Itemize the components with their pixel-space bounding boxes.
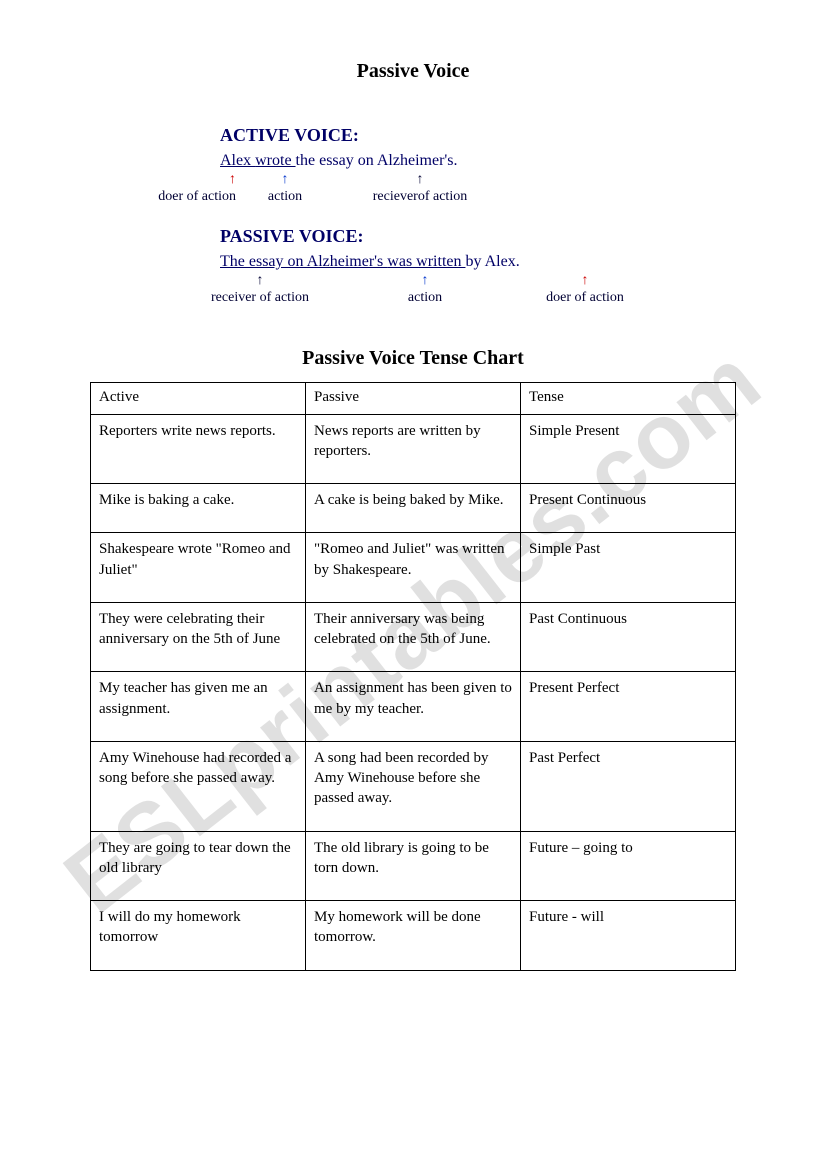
action-label: action <box>268 187 302 207</box>
receiver-label: receiver of action <box>211 288 309 308</box>
cell-tense: Future - will <box>521 901 736 971</box>
active-voice-sentence: Alex wrote the essay on Alzheimer's. <box>220 150 706 172</box>
chart-title: Passive Voice Tense Chart <box>90 347 736 370</box>
cell-tense: Present Continuous <box>521 484 736 533</box>
cell-active: Shakespeare wrote "Romeo and Juliet" <box>91 533 306 603</box>
active-verb: wrote <box>255 152 295 169</box>
cell-passive: The old library is going to be torn down… <box>306 831 521 901</box>
table-header-row: Active Passive Tense <box>91 383 736 414</box>
cell-active: Mike is baking a cake. <box>91 484 306 533</box>
cell-passive: An assignment has been given to me by my… <box>306 672 521 742</box>
active-arrows-row: ↑ doer of action ↑ action ↑ recieverof a… <box>120 175 706 207</box>
cell-passive: A cake is being baked by Mike. <box>306 484 521 533</box>
arrow-up-icon: ↑ <box>282 175 289 185</box>
cell-active: They were celebrating their anniversary … <box>91 602 306 672</box>
passive-voice-sentence: The essay on Alzheimer's was written by … <box>220 251 706 273</box>
passive-subject: The essay on Alzheimer's <box>220 253 387 270</box>
cell-passive: My homework will be done tomorrow. <box>306 901 521 971</box>
cell-tense: Simple Past <box>521 533 736 603</box>
arrow-up-icon: ↑ <box>229 175 236 185</box>
arrow-up-icon: ↑ <box>417 175 424 185</box>
cell-active: They are going to tear down the old libr… <box>91 831 306 901</box>
passive-agent: by Alex. <box>465 253 519 270</box>
doer-label: doer of action <box>546 288 624 308</box>
passive-arrows-row: ↑ receiver of action ↑ action ↑ doer of … <box>180 276 706 308</box>
col-header-passive: Passive <box>306 383 521 414</box>
cell-active: My teacher has given me an assignment. <box>91 672 306 742</box>
table-row: Reporters write news reports. News repor… <box>91 414 736 484</box>
cell-passive: "Romeo and Juliet" was written by Shakes… <box>306 533 521 603</box>
cell-tense: Simple Present <box>521 414 736 484</box>
cell-active: Amy Winehouse had recorded a song before… <box>91 741 306 831</box>
arrow-up-icon: ↑ <box>582 276 589 286</box>
table-row: I will do my homework tomorrow My homewo… <box>91 901 736 971</box>
action-label: action <box>408 288 442 308</box>
cell-tense: Future – going to <box>521 831 736 901</box>
passive-voice-heading: PASSIVE VOICE: <box>220 224 706 249</box>
cell-active: Reporters write news reports. <box>91 414 306 484</box>
cell-tense: Past Continuous <box>521 602 736 672</box>
table-row: Shakespeare wrote "Romeo and Juliet" "Ro… <box>91 533 736 603</box>
arrow-up-icon: ↑ <box>257 276 264 286</box>
table-row: My teacher has given me an assignment. A… <box>91 672 736 742</box>
tense-chart-table: Active Passive Tense Reporters write new… <box>90 382 736 970</box>
receiver-label: recieverof action <box>373 187 467 207</box>
table-row: Amy Winehouse had recorded a song before… <box>91 741 736 831</box>
voice-diagram: ACTIVE VOICE: Alex wrote the essay on Al… <box>120 123 706 307</box>
cell-passive: News reports are written by reporters. <box>306 414 521 484</box>
page-title: Passive Voice <box>90 60 736 83</box>
active-object: the essay on Alzheimer's. <box>296 152 458 169</box>
cell-passive: A song had been recorded by Amy Winehous… <box>306 741 521 831</box>
cell-tense: Past Perfect <box>521 741 736 831</box>
table-row: Mike is baking a cake. A cake is being b… <box>91 484 736 533</box>
table-row: They were celebrating their anniversary … <box>91 602 736 672</box>
cell-passive: Their anniversary was being celebrated o… <box>306 602 521 672</box>
table-row: They are going to tear down the old libr… <box>91 831 736 901</box>
passive-verb: was written <box>387 253 465 270</box>
active-subject: Alex <box>220 152 255 169</box>
active-voice-heading: ACTIVE VOICE: <box>220 123 706 148</box>
col-header-active: Active <box>91 383 306 414</box>
doer-label: doer of action <box>158 187 236 207</box>
col-header-tense: Tense <box>521 383 736 414</box>
cell-tense: Present Perfect <box>521 672 736 742</box>
cell-active: I will do my homework tomorrow <box>91 901 306 971</box>
arrow-up-icon: ↑ <box>422 276 429 286</box>
